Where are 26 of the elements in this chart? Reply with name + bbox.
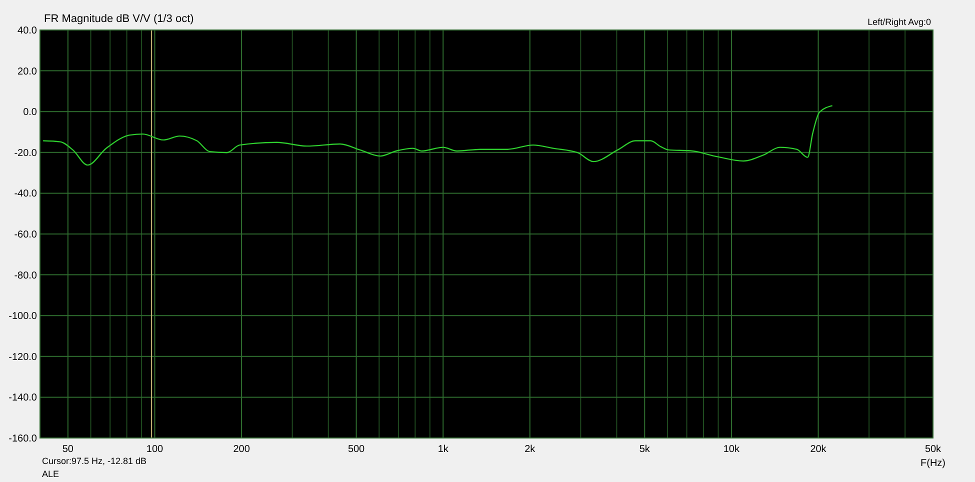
y-tick-label: 40.0 [18, 26, 38, 36]
x-tick-label: 10k [723, 444, 741, 455]
y-tick-label: -140.0 [8, 392, 38, 404]
y-tick-label: -160.0 [8, 434, 38, 444]
y-tick-label: 0.0 [23, 107, 38, 118]
chart-title: FR Magnitude dB V/V (1/3 oct) [44, 13, 194, 25]
text: ALE [42, 469, 60, 479]
text: Cursor:97.5 Hz, -12.81 dB [42, 456, 147, 466]
y-tick-label: -20.0 [14, 148, 38, 159]
x-tick-label: 200 [233, 444, 250, 455]
x-tick-label: 500 [348, 444, 366, 455]
x-tick-label: 50k [924, 444, 942, 455]
text: Left/Right Avg:0 [868, 17, 931, 27]
x-tick-label: 20k [810, 444, 828, 455]
y-tick-label: -100.0 [8, 311, 38, 322]
y-tick-label: -60.0 [14, 230, 38, 240]
y-tick-label: 20.0 [18, 66, 38, 78]
x-tick-label: 100 [146, 444, 164, 455]
x-tick-label: 50 [62, 444, 74, 455]
x-axis-title: F(Hz) [920, 458, 946, 469]
y-tick-label: -80.0 [14, 270, 38, 282]
x-tick-label: 5k [639, 444, 651, 455]
x-tick-label: 2k [524, 444, 536, 455]
y-tick-label: -120.0 [8, 352, 38, 363]
x-tick-label: 1k [438, 444, 450, 455]
y-tick-label: -40.0 [14, 188, 38, 200]
